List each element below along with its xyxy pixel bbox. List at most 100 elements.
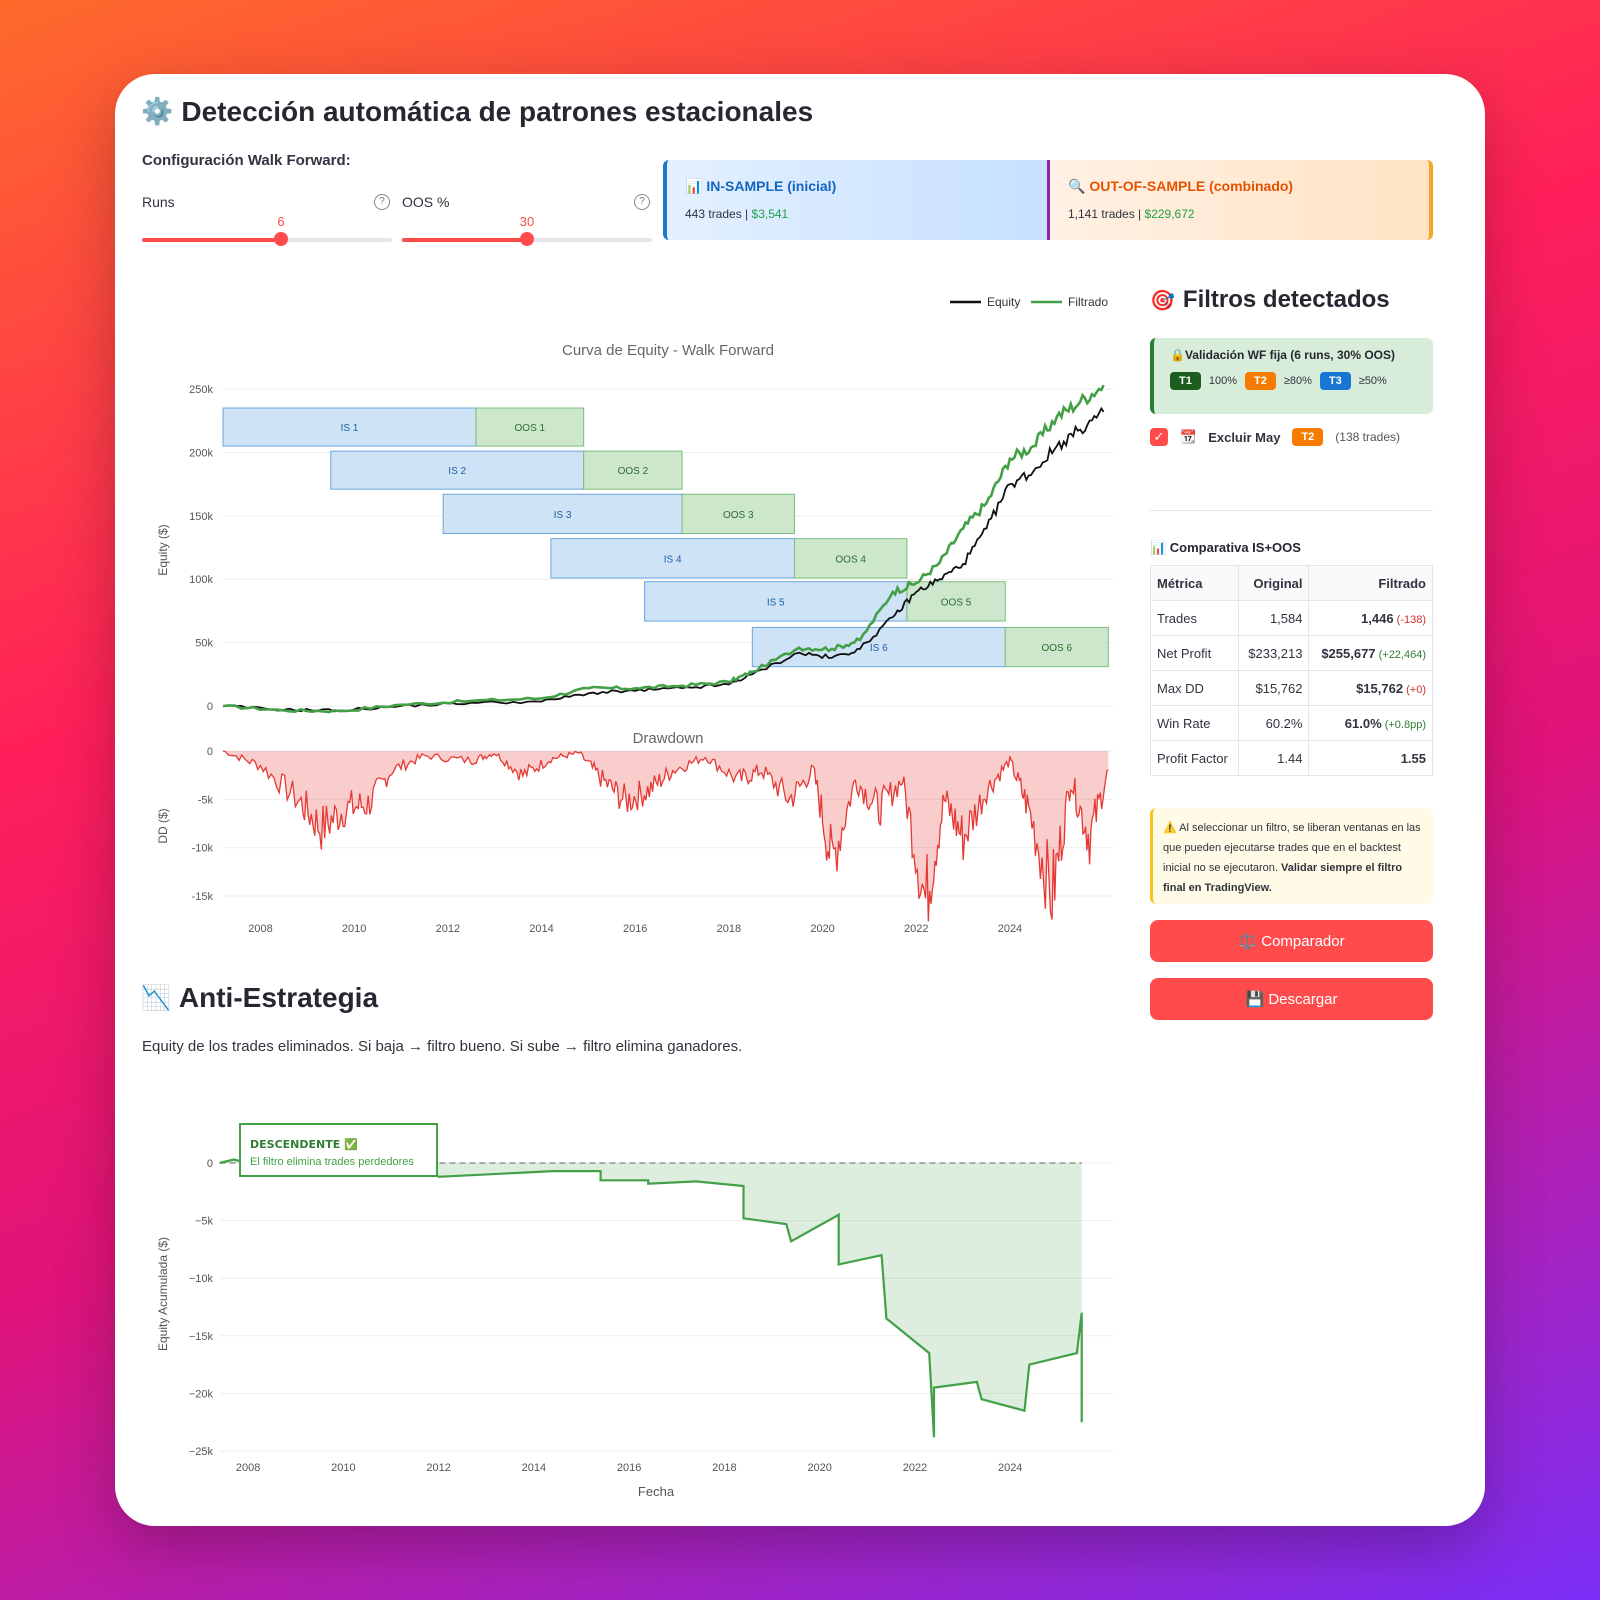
warning-text: Al seleccionar un filtro, se liberan ven… [1163,822,1421,874]
x-tick-label: 2018 [717,923,741,935]
walk-forward-label: Configuración Walk Forward: [142,152,351,169]
oos-window-label: OOS 5 [941,597,972,608]
download-button[interactable]: 💾 Descargar [1150,978,1433,1020]
y-tick-label: 100k [189,574,213,586]
is-window [222,407,477,447]
anti-y-axis-label: Equity Acumulada ($) [156,1237,170,1351]
runs-slider[interactable]: Runs ? 6 [142,194,392,254]
slider-fill [142,238,281,242]
is-window [644,581,908,622]
metric-cell: Net Profit [1150,635,1239,671]
drawdown-title: Drawdown [633,730,704,747]
in-sample-amount: $3,541 [751,207,789,221]
y-tick-label: 0 [207,701,213,713]
chart-title: Curva de Equity - Walk Forward [562,342,774,359]
filter-name: Excluir May [1208,429,1281,445]
drawdown-line [222,750,1109,922]
runs-label: Runs [142,194,175,210]
oos-window-label: OOS 1 [515,423,546,434]
dd-axis-label: DD ($) [156,808,170,843]
filter-item[interactable]: ✓ 📆 Excluir May T2 (138 trades) [1150,428,1400,446]
download-button-label: Descargar [1268,991,1338,1008]
oos-window [793,538,908,579]
filter-count: (138 trades) [1335,430,1400,444]
help-icon[interactable]: ? [374,194,390,210]
oos-window [681,493,795,535]
dd-tick-label: -5k [198,794,214,806]
page-title-text: Detección automática de patrones estacio… [181,96,814,127]
chart-down-icon: 📉 [141,984,171,1012]
filtered-cell: $255,677 (+22,464) [1308,635,1433,671]
table-header: Métrica [1150,565,1239,601]
out-of-sample-box: 🔍 OUT-OF-SAMPLE (combinado) 1,141 trades… [1047,160,1433,240]
is-window-label: IS 2 [448,466,466,477]
floppy-disk-icon: 💾 [1245,990,1265,1008]
anti-y-tick-label: −20k [189,1388,214,1400]
filtered-cell: 1,446 (-138) [1308,600,1433,636]
scale-icon: ⚖️ [1238,932,1258,950]
is-window [330,450,585,490]
metric-cell: Win Rate [1150,705,1239,741]
anti-x-tick-label: 2012 [426,1462,450,1474]
anti-x-tick-label: 2024 [998,1462,1022,1474]
legend-label-equity: Equity [987,295,1020,309]
app-card: ⚙️ Detección automática de patrones esta… [115,74,1485,1526]
filtered-cell: $15,762 (+0) [1308,670,1433,706]
oos-label: OOS % [402,194,450,210]
comparison-table: Métrica Original Filtrado Trades 1,584 1,4… [1150,565,1433,776]
magnifier-icon: 🔍 [1068,179,1086,195]
anti-x-axis-label: Fecha [638,1484,675,1499]
annotation-text: El filtro elimina trades perdedores [250,1156,414,1168]
oos-window [475,407,585,447]
compare-button[interactable]: ⚖️ Comparador [1150,920,1433,962]
slider-thumb[interactable] [274,232,288,246]
original-cell: 60.2% [1237,705,1310,741]
dd-tick-label: -10k [192,843,214,855]
y-axis-label: Equity ($) [156,524,170,575]
oos-window [1004,626,1109,668]
slider-thumb[interactable] [520,232,534,246]
y-tick-label: 50k [195,638,213,650]
is-window [751,626,1006,668]
annotation-title: DESCENDENTE ✅ [250,1138,358,1151]
anti-area [219,1159,1082,1438]
tier-badge-t1: T1 [1170,372,1201,390]
table-row: Max DD $15,762 $15,762 (+0) [1150,670,1433,706]
metric-cell: Profit Factor [1150,740,1239,776]
page-title: ⚙️ Detección automática de patrones esta… [141,96,813,128]
comparison-title: 📊 Comparativa IS+OOS [1150,540,1301,555]
table-row: Win Rate 60.2% 61.0% (+0.8pp) [1150,705,1433,741]
anti-x-tick-label: 2020 [807,1462,831,1474]
filter-checkbox[interactable]: ✓ [1150,428,1168,446]
in-sample-box: 📊 IN-SAMPLE (inicial) 443 trades | $3,54… [663,160,1047,240]
tier-t2-pct: ≥80% [1283,375,1312,387]
x-tick-label: 2024 [998,923,1022,935]
target-icon: 🎯 [1150,288,1175,312]
table-header: Filtrado [1308,565,1433,601]
delta-value: (+0) [1403,683,1426,696]
out-of-sample-amount: $229,672 [1144,207,1195,221]
anti-strategy-description: Equity de los trades eliminados. Si baja… [142,1038,743,1055]
legend-label-filtrado: Filtrado [1068,295,1108,309]
series-line-equity [222,406,1105,713]
gear-icon: ⚙️ [141,97,174,127]
x-tick-label: 2022 [904,923,928,935]
is-window-label: IS 3 [554,510,572,521]
in-sample-trades: 443 trades | [685,207,749,221]
validation-box: 🔒Validación WF fija (6 runs, 30% OOS) T1… [1150,338,1433,414]
oos-window-label: OOS 6 [1042,643,1073,654]
help-icon[interactable]: ? [634,194,650,210]
drawdown-area [223,751,1109,922]
is-window-label: IS 1 [341,423,359,434]
oos-slider[interactable]: OOS % ? 30 [402,194,652,254]
oos-value: 30 [519,214,535,229]
anti-x-tick-label: 2010 [331,1462,355,1474]
y-tick-label: 150k [189,511,213,523]
x-tick-label: 2014 [529,923,553,935]
anti-y-tick-label: −25k [189,1446,214,1458]
anti-x-tick-label: 2022 [903,1462,927,1474]
dd-tick-label: -15k [192,891,214,903]
dd-tick-label: 0 [207,746,213,758]
compare-button-label: Comparador [1261,933,1345,950]
validation-text: 🔒Validación WF fija (6 runs, 30% OOS) [1170,348,1395,362]
